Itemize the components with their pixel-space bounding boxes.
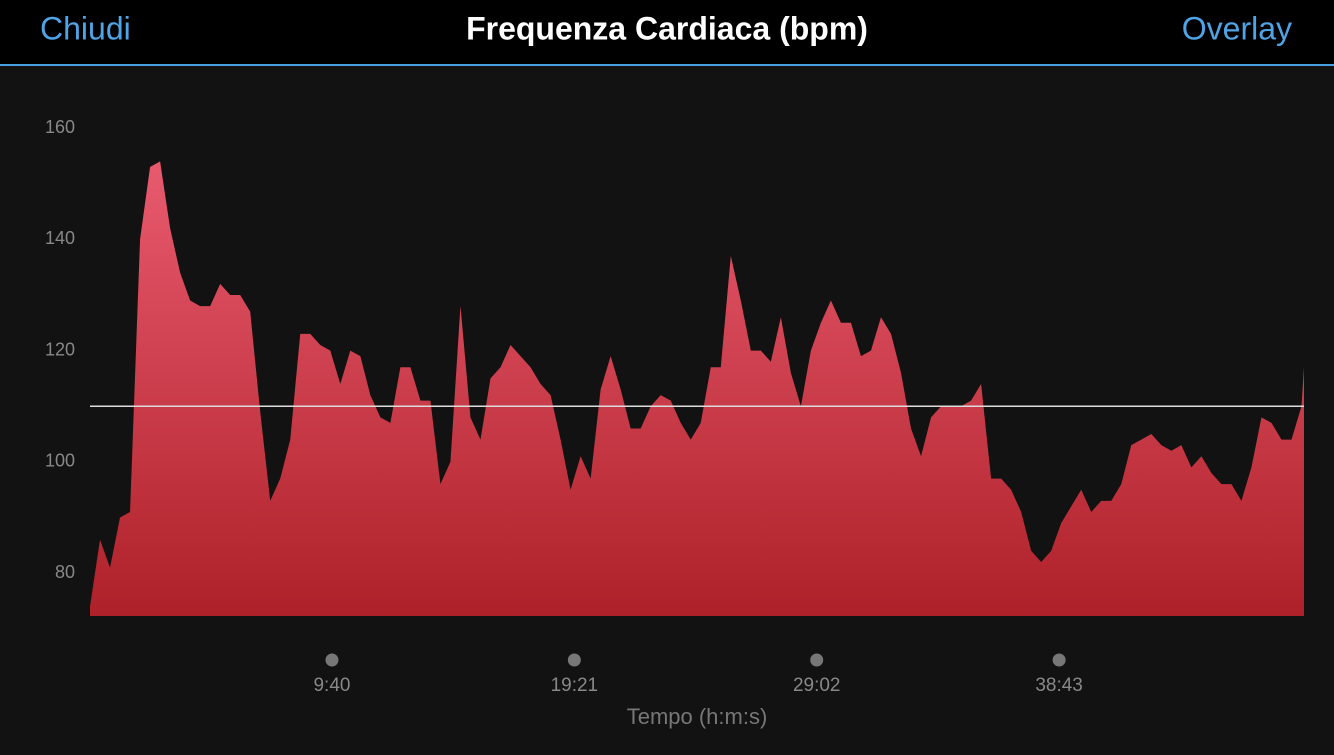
x-tick-dot — [1052, 653, 1066, 667]
x-axis-label: Tempo (h:m:s) — [627, 704, 768, 729]
y-tick-label: 160 — [45, 117, 75, 137]
y-tick-label: 120 — [45, 339, 75, 359]
chart-title: Frequenza Cardiaca (bpm) — [466, 10, 868, 46]
x-tick-label: 29:02 — [793, 675, 841, 696]
overlay-button[interactable]: Overlay — [1182, 10, 1292, 46]
x-tick-label: 19:21 — [551, 675, 599, 696]
x-tick-dot — [325, 653, 339, 667]
header — [0, 0, 1334, 64]
y-tick-label: 100 — [45, 451, 75, 471]
y-tick-label: 140 — [45, 228, 75, 248]
x-tick-dot — [810, 653, 824, 667]
x-tick-label: 38:43 — [1035, 675, 1083, 696]
heart-rate-area — [90, 161, 1304, 616]
x-tick-dot — [567, 653, 581, 667]
x-tick-label: 9:40 — [313, 675, 350, 696]
close-button[interactable]: Chiudi — [40, 10, 131, 46]
y-tick-label: 80 — [55, 562, 75, 582]
